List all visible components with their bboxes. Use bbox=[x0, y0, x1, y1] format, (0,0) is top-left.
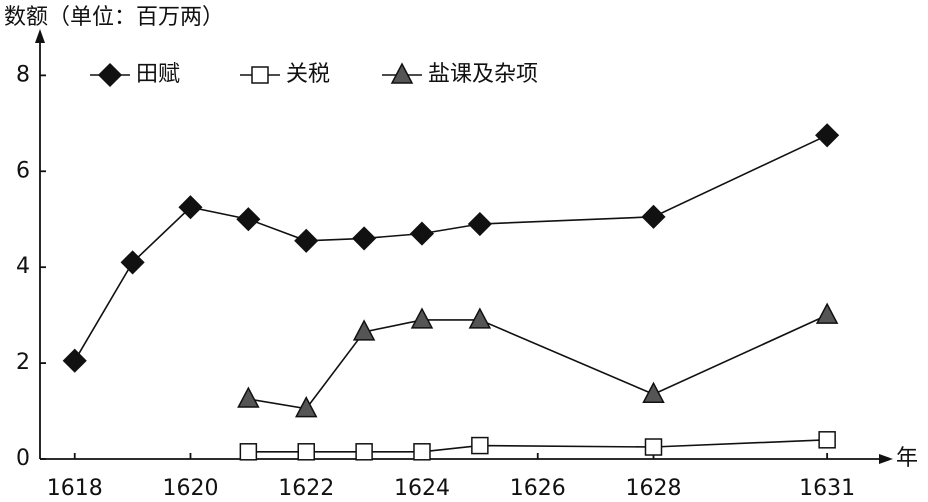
marker-triangle bbox=[642, 381, 665, 404]
x-tick-label: 1628 bbox=[625, 476, 681, 501]
legend-label: 盐课及杂项 bbox=[428, 62, 538, 87]
marker-diamond bbox=[120, 250, 145, 275]
x-tick-label: 1618 bbox=[47, 476, 103, 501]
x-tick-label: 1622 bbox=[278, 476, 334, 501]
marker-diamond bbox=[815, 123, 840, 148]
marker-diamond bbox=[236, 207, 261, 232]
legend-label: 关税 bbox=[286, 62, 330, 87]
marker-square bbox=[818, 431, 836, 449]
marker-square bbox=[297, 443, 315, 461]
marker-triangle bbox=[294, 396, 318, 418]
series-line bbox=[248, 439, 828, 453]
legend-marker bbox=[97, 62, 123, 88]
y-tick-label: 6 bbox=[16, 158, 30, 183]
marker-diamond bbox=[294, 228, 319, 253]
y-tick-label: 8 bbox=[16, 62, 30, 87]
x-tick-label: 1620 bbox=[162, 476, 218, 501]
marker-triangle bbox=[237, 386, 260, 408]
marker-diamond bbox=[352, 226, 377, 251]
marker-diamond bbox=[178, 195, 203, 220]
legend-label: 田赋 bbox=[136, 62, 180, 87]
marker-diamond bbox=[62, 348, 87, 373]
y-tick-label: 4 bbox=[16, 254, 30, 279]
x-axis-label: 年 bbox=[896, 446, 918, 471]
marker-triangle bbox=[468, 307, 492, 329]
marker-triangle bbox=[352, 319, 376, 341]
y-tick-label: 0 bbox=[16, 446, 30, 471]
y-axis-label: 数额（单位：百万两） bbox=[4, 5, 224, 30]
marker-square bbox=[355, 443, 373, 461]
series-line bbox=[248, 314, 828, 410]
marker-diamond bbox=[641, 204, 666, 229]
x-tick-label: 1624 bbox=[394, 476, 450, 501]
marker-square bbox=[413, 443, 431, 461]
marker-square bbox=[471, 436, 489, 455]
legend-marker bbox=[251, 66, 269, 84]
marker-diamond bbox=[467, 211, 492, 237]
x-tick-label: 1631 bbox=[799, 476, 855, 501]
marker-triangle bbox=[815, 302, 839, 324]
legend-marker bbox=[390, 62, 414, 84]
x-axis-arrow bbox=[879, 454, 893, 464]
marker-triangle bbox=[410, 307, 434, 329]
series-line bbox=[74, 134, 828, 362]
marker-square bbox=[239, 443, 258, 461]
marker-diamond bbox=[409, 221, 435, 246]
y-axis-arrow bbox=[35, 29, 45, 43]
x-tick-label: 1626 bbox=[510, 476, 566, 501]
marker-square bbox=[644, 438, 663, 456]
y-tick-label: 2 bbox=[16, 350, 30, 375]
